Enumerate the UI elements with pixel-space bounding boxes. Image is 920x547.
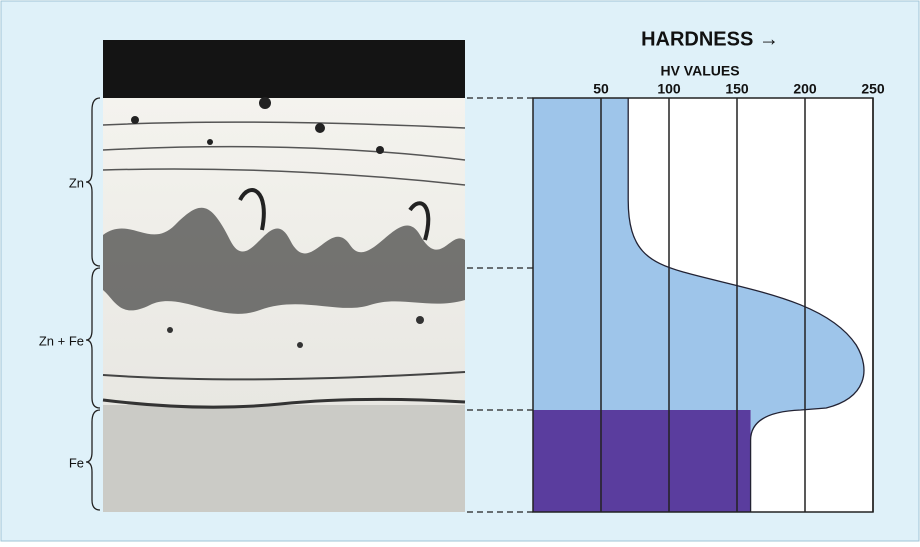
- layer-label: Zn: [69, 175, 84, 190]
- x-tick-label: 250: [861, 81, 885, 97]
- boundary-lines: [467, 97, 800, 513]
- x-tick-label: 150: [725, 81, 749, 97]
- x-tick-label: 200: [793, 81, 817, 97]
- plot-frame: [532, 97, 874, 513]
- profile-outline: [627, 98, 865, 512]
- fe-transition: [750, 410, 801, 440]
- x-tick-label: 100: [657, 81, 681, 97]
- x-tick-label: 50: [593, 81, 609, 97]
- layer-braces: [85, 97, 101, 511]
- hardness-plot: 50 100 150 200 250: [532, 81, 885, 513]
- micrograph: [102, 40, 466, 512]
- axis-label: HV VALUES: [660, 63, 739, 79]
- zn-profile: [533, 98, 864, 410]
- fe-profile: [533, 410, 751, 512]
- layer-label: Zn + Fe: [39, 333, 84, 348]
- layer-label: Fe: [69, 455, 84, 470]
- title: HARDNESS →: [641, 28, 779, 50]
